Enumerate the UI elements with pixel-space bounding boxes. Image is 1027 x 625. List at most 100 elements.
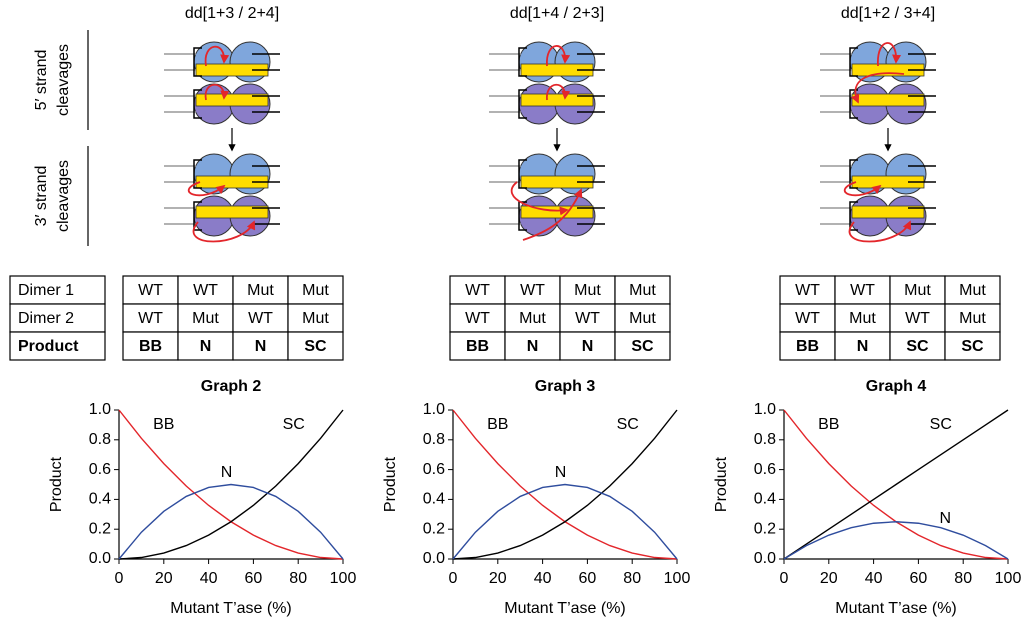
- y-tick-label: 0.6: [423, 461, 445, 478]
- y-tick-label: 0.6: [754, 461, 776, 478]
- series-label: BB: [153, 416, 174, 433]
- table-value: Mut: [959, 282, 986, 299]
- series-line: [783, 409, 1009, 560]
- table-value: WT: [138, 282, 163, 299]
- table-value: WT: [850, 282, 875, 299]
- x-tick-label: 80: [954, 570, 972, 587]
- table-value: WT: [575, 310, 600, 327]
- chart-title: Graph 2: [201, 378, 262, 395]
- y-tick-label: 0.4: [423, 491, 445, 508]
- table-value: WT: [465, 282, 490, 299]
- dna-bar: [195, 205, 269, 219]
- table-cell: [122, 331, 179, 361]
- table-cell: [9, 275, 106, 305]
- table-cell: [944, 275, 1001, 305]
- cleavage-arrow: [848, 220, 912, 243]
- series-label: SC: [930, 416, 952, 433]
- panel-title: dd[1+2 / 3+4]: [841, 5, 935, 22]
- cleavage-arrow: [192, 220, 256, 243]
- table-cell: [177, 331, 234, 361]
- bracket: [518, 89, 527, 119]
- table-value: SC: [304, 338, 327, 355]
- table-cell: [944, 303, 1001, 333]
- table-cell: [614, 303, 671, 333]
- table-value: WT: [138, 310, 163, 327]
- x-axis-label: Mutant T’ase (%): [504, 600, 626, 617]
- table-value: WT: [248, 310, 273, 327]
- bracket: [849, 201, 858, 231]
- cleavage-arrow: [204, 83, 230, 101]
- bracket: [849, 47, 858, 77]
- cleavage-arrow: [546, 45, 571, 67]
- table-value: BB: [796, 338, 819, 355]
- table-value: Mut: [519, 310, 546, 327]
- panel-title: dd[1+4 / 2+3]: [510, 5, 604, 22]
- table-value: WT: [520, 282, 545, 299]
- y-tick-label: 0.6: [89, 461, 111, 478]
- x-tick-label: 20: [489, 570, 507, 587]
- cleavage-arrow: [510, 181, 569, 216]
- table-cell: [287, 275, 344, 305]
- y-axis-label: Product: [382, 456, 399, 512]
- cleavage-arrow: [522, 188, 583, 241]
- table-cell: [232, 275, 289, 305]
- x-tick-label: 100: [330, 570, 357, 587]
- bracket: [849, 89, 858, 119]
- chart-title: Graph 3: [535, 378, 596, 395]
- table-value: Mut: [302, 310, 329, 327]
- table-value: BB: [139, 338, 162, 355]
- table-value: Mut: [849, 310, 876, 327]
- side-label: cleavages: [55, 160, 72, 232]
- y-tick-label: 0.4: [89, 491, 111, 508]
- bracket: [193, 201, 202, 231]
- table-cell: [9, 303, 106, 333]
- x-tick-label: 100: [995, 570, 1022, 587]
- bracket: [193, 89, 202, 119]
- x-tick-label: 0: [115, 570, 124, 587]
- bracket: [849, 159, 858, 189]
- x-tick-label: 20: [820, 570, 838, 587]
- table-value: WT: [465, 310, 490, 327]
- table-value: Mut: [904, 282, 931, 299]
- series-line: [118, 409, 344, 560]
- x-tick-label: 60: [579, 570, 597, 587]
- series-label: N: [555, 464, 567, 481]
- table-cell: [944, 331, 1001, 361]
- table-value: WT: [193, 282, 218, 299]
- chart-title: Graph 4: [866, 378, 927, 395]
- x-tick-label: 0: [449, 570, 458, 587]
- dimer-diagram: [489, 153, 605, 241]
- table-cell: [449, 303, 506, 333]
- table-value: WT: [905, 310, 930, 327]
- x-tick-label: 80: [289, 570, 307, 587]
- table-cell: [449, 331, 506, 361]
- dimer-diagram: [164, 153, 280, 243]
- y-tick-label: 1.0: [423, 401, 445, 418]
- table-value: Mut: [629, 282, 656, 299]
- table-cell: [889, 331, 946, 361]
- y-tick-label: 0.0: [89, 550, 111, 567]
- series-line: [118, 483, 344, 560]
- x-tick-label: 100: [664, 570, 691, 587]
- side-label: cleavages: [55, 44, 72, 116]
- row-header: Product: [18, 338, 79, 355]
- table-value: Mut: [574, 282, 601, 299]
- side-label: 5′ strand: [33, 50, 50, 111]
- x-tick-label: 40: [534, 570, 552, 587]
- table-cell: [559, 303, 616, 333]
- table-value: N: [582, 338, 594, 355]
- table-value: WT: [795, 282, 820, 299]
- table-value: Mut: [247, 282, 274, 299]
- table-cell: [9, 331, 106, 361]
- table-value: N: [527, 338, 539, 355]
- table-cell: [889, 303, 946, 333]
- dna-bar: [520, 93, 594, 107]
- y-tick-label: 0.2: [423, 520, 445, 537]
- table-value: SC: [906, 338, 929, 355]
- table-cell: [559, 331, 616, 361]
- series-label: N: [221, 464, 233, 481]
- table-value: Mut: [629, 310, 656, 327]
- y-tick-label: 0.0: [754, 550, 776, 567]
- series-label: SC: [617, 416, 639, 433]
- series-label: BB: [818, 416, 839, 433]
